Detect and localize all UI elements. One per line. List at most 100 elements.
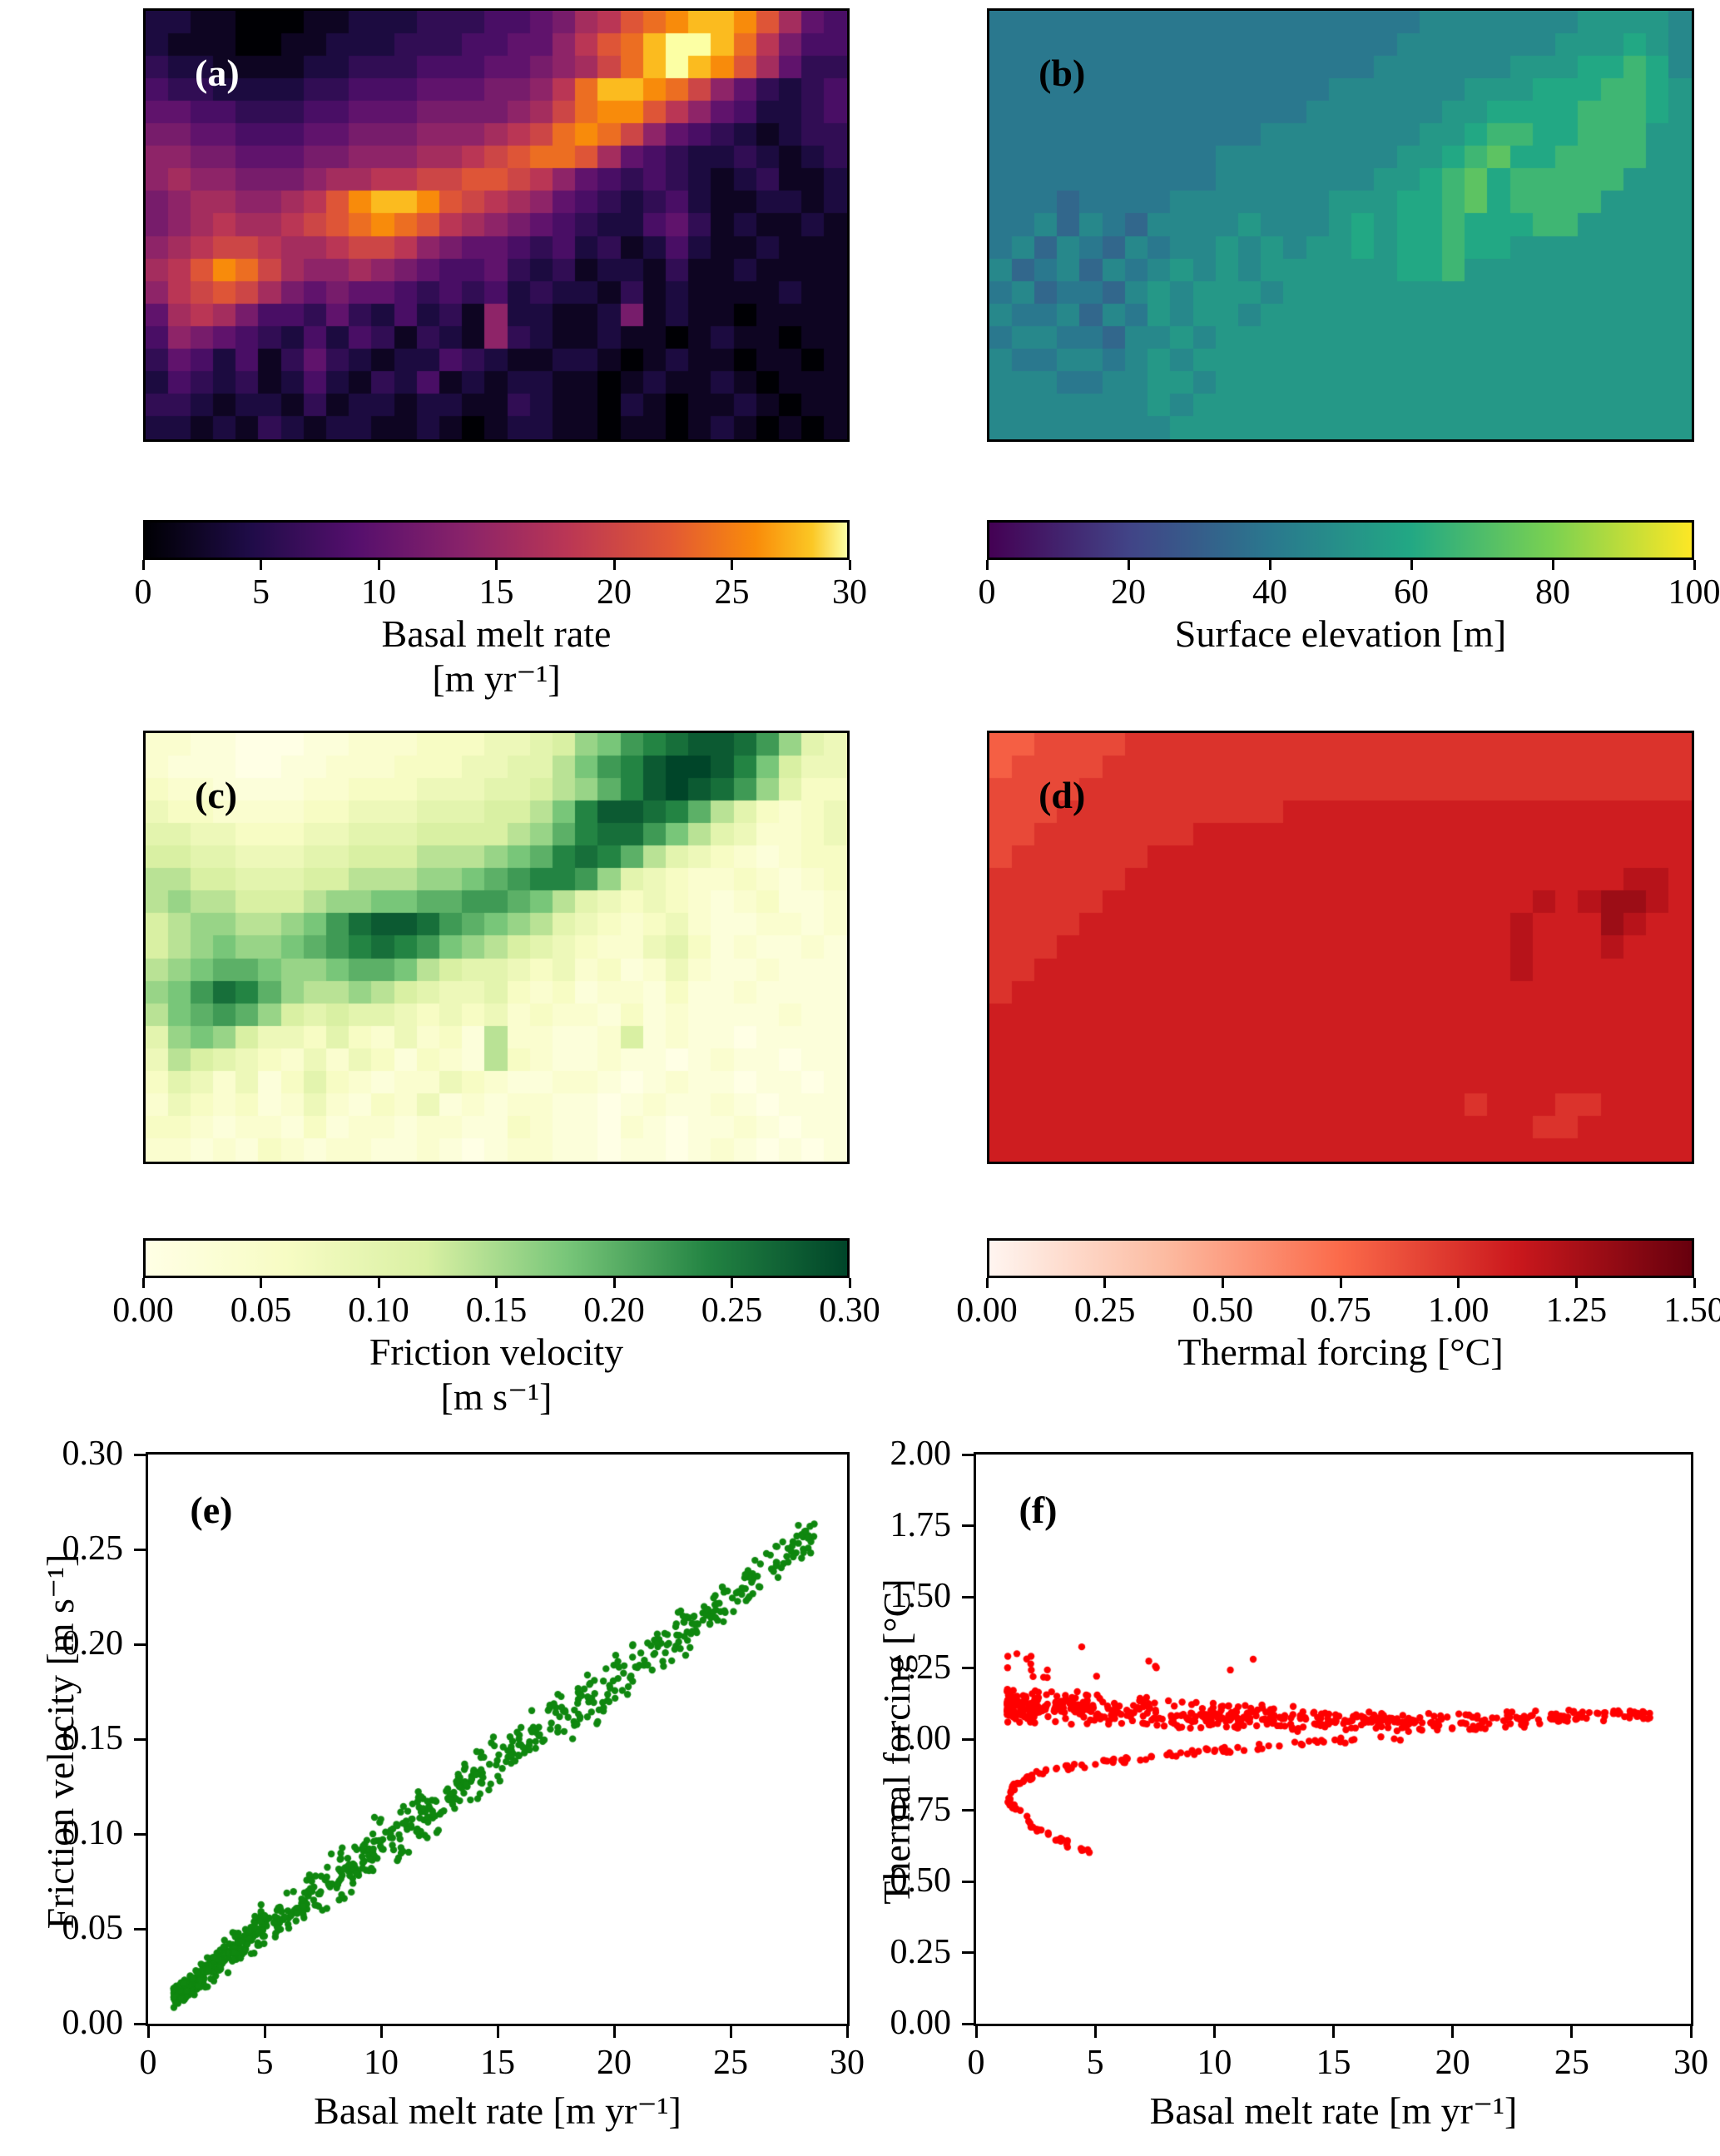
panel-label-f: (f) [1019,1489,1058,1532]
colorbar-tick-label: 15 [478,573,514,612]
x-tick-mark [379,2026,383,2038]
y-tick-mark [962,1524,974,1527]
x-tick-label: 10 [364,2044,399,2082]
y-tick-mark [962,2022,974,2025]
y-tick-label: 0.10 [62,1814,124,1852]
x-tick-mark [1332,2026,1335,2038]
colorbar-title-friction-velocity: Friction velocity [369,1331,624,1373]
colorbar-tick-label: 100 [1668,573,1720,612]
y-tick-mark [962,1595,974,1598]
x-tick-mark [1212,2026,1216,2038]
colorbar-tick-mark [985,560,989,570]
scatter-canvas-friction-vs-melt [148,1455,847,2024]
y-tick-mark [962,1951,974,1954]
colorbar-tick-mark [1127,560,1130,570]
y-tick-mark [962,1667,974,1669]
y-tick-mark [134,1643,146,1646]
colorbar-tick-mark [260,560,262,570]
colorbar-title-thermal-forcing: Thermal forcing [°C] [1177,1331,1504,1373]
y-tick-label: 0.00 [62,2004,124,2042]
x-tick-label: 25 [713,2044,748,2082]
panel-label-b: (b) [1038,51,1086,94]
colorbar-tick-label: 0.25 [701,1291,763,1330]
x-tick-label: 10 [1197,2044,1232,2082]
colorbar-basal-melt-rate: 0 5 10 15 20 25 30 Basal melt rate [m yr⁻¹] [135,520,867,703]
y-tick-label: 1.50 [890,1577,952,1615]
panel-label-e: (e) [190,1489,233,1532]
colorbar-tick-mark [1574,1278,1578,1288]
x-tick-mark [496,2026,499,2038]
y-axis-label-f: Thermal forcing [°C] [875,1579,918,1905]
colorbar-tick-mark [377,560,380,570]
heatmap-canvas-friction-velocity [146,733,847,1162]
colorbar-tick-label: 20 [597,573,632,612]
colorbar-tick-mark [612,560,616,570]
x-tick-mark [263,2026,266,2038]
colorbar-tick-label: 40 [1252,573,1287,612]
x-tick-label: 5 [1086,2044,1104,2082]
x-tick-mark [1570,2026,1574,2038]
y-tick-label: 0.05 [62,1909,124,1947]
colorbar-units-basal-melt: [m yr⁻¹] [432,657,561,700]
colorbar-tick-label: 1.00 [1427,1291,1490,1330]
colorbar-tick-mark [848,1278,851,1288]
colorbar-title-surface-elevation: Surface elevation [m] [1174,612,1507,655]
x-tick-label: 30 [1673,2044,1708,2082]
x-tick-mark [729,2026,732,2038]
x-tick-mark [845,2026,849,2038]
heatmap-friction-velocity: (c) [143,731,850,1164]
colorbar-tick-mark [612,1278,616,1288]
panel-label-d: (d) [1038,773,1086,816]
y-tick-mark [962,1809,974,1812]
heatmap-canvas-basal-melt [146,11,847,439]
heatmap-thermal-forcing: (d) [987,731,1694,1164]
colorbar-tick-label: 0.00 [956,1291,1018,1330]
x-axis-label-e: Basal melt rate [m yr⁻¹] [314,2089,682,2132]
colorbar-friction-velocity: 0.00 0.05 0.10 0.15 0.20 0.25 0.30 Friction ve… [112,1238,880,1421]
y-tick-mark [134,2022,146,2025]
colorbar-tick-mark [1410,560,1413,570]
x-tick-mark [974,2026,978,2038]
colorbar-tick-mark [495,560,498,570]
x-tick-label: 0 [967,2044,985,2082]
x-tick-mark [612,2026,616,2038]
y-tick-label: 0.25 [890,1932,952,1971]
y-tick-mark [134,1737,146,1741]
x-tick-label: 20 [1435,2044,1470,2082]
colorbar-thermal-forcing: 0.00 0.25 0.50 0.75 1.00 1.25 1.50 Thermal for… [956,1238,1720,1421]
colorbar-tick-label: 25 [714,573,750,612]
heatmap-canvas-thermal-forcing [989,733,1692,1162]
colorbar-tick-label: 0.20 [583,1291,645,1330]
y-tick-mark [962,1880,974,1883]
x-tick-mark [1451,2026,1455,2038]
colorbar-tick-label: 0.15 [465,1291,528,1330]
y-tick-label: 0.50 [890,1861,952,1900]
x-tick-label: 30 [830,2044,865,2082]
colorbar-tick-mark [731,1278,733,1288]
y-tick-label: 0.20 [62,1624,124,1663]
colorbar-tick-label: 10 [361,573,396,612]
y-tick-label: 1.25 [890,1648,952,1687]
y-tick-mark [134,1927,146,1930]
x-axis-label-f: Basal melt rate [m yr⁻¹] [1149,2089,1518,2132]
y-tick-label: 1.00 [890,1719,952,1757]
y-tick-mark [962,1737,974,1741]
colorbar-tick-label: 0.50 [1192,1291,1254,1330]
x-tick-label: 20 [597,2044,632,2082]
colorbar-title-basal-melt: Basal melt rate [381,612,612,655]
colorbar-tick-mark [141,1278,145,1288]
colorbar-tick-mark [1693,1278,1696,1288]
x-tick-label: 0 [139,2044,157,2082]
x-tick-label: 25 [1554,2044,1589,2082]
colorbar-tick-label: 5 [252,573,270,612]
y-tick-label: 0.15 [62,1719,124,1757]
colorbar-tick-mark [1339,1278,1342,1288]
colorbar-tick-label: 0.25 [1073,1291,1136,1330]
colorbar-tick-mark [848,560,851,570]
x-tick-label: 15 [1316,2044,1351,2082]
colorbar-tick-label: 0.00 [112,1291,174,1330]
colorbar-surface-elevation: 0 20 40 60 80 100 Surface elevation [m] [979,520,1720,703]
heatmap-basal-melt-rate: (a) [143,8,850,442]
y-tick-label: 0.30 [62,1435,124,1473]
colorbar-gradient-basal-melt [143,520,850,560]
